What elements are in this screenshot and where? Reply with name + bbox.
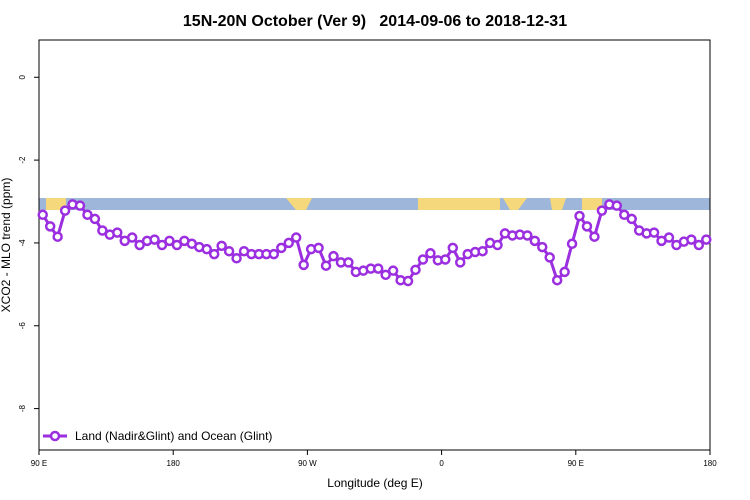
data-point	[216, 240, 227, 252]
data-point	[171, 239, 183, 251]
data-point	[402, 275, 414, 287]
x-tick-label: 90 E	[568, 459, 584, 468]
land-patch	[582, 198, 602, 210]
data-point	[290, 232, 302, 243]
data-point	[492, 239, 503, 251]
data-point	[313, 242, 324, 254]
data-point	[343, 257, 354, 268]
data-point	[82, 209, 93, 221]
data-point	[529, 235, 541, 247]
data-point	[89, 213, 101, 225]
data-point	[126, 232, 138, 243]
data-point	[454, 257, 466, 268]
legend-label: Land (Nadir&Glint) and Ocean (Glint)	[75, 429, 272, 443]
ocean-band	[39, 198, 710, 210]
data-point	[387, 265, 399, 276]
data-point	[112, 227, 123, 238]
y-tick-label: -8	[18, 404, 27, 412]
y-tick-label: -4	[18, 239, 27, 247]
x-tick-label: 90 W	[298, 459, 317, 468]
data-point	[611, 200, 623, 211]
data-point	[663, 232, 675, 243]
data-point	[201, 243, 212, 255]
data-point	[37, 209, 48, 221]
x-tick-label: 0	[439, 459, 444, 468]
data-point	[231, 253, 242, 264]
data-point	[551, 274, 563, 286]
data-point	[566, 238, 578, 250]
y-tick-label: 0	[18, 74, 27, 79]
data-point	[559, 266, 570, 278]
data-point	[537, 241, 548, 253]
chart-title: 15N-20N October (Ver 9) 2014-09-06 to 20…	[183, 13, 567, 30]
data-point	[283, 237, 295, 249]
x-tick-label: 180	[703, 459, 717, 468]
data-point	[701, 234, 712, 245]
data-point	[380, 269, 391, 281]
y-tick-label: -2	[18, 156, 27, 164]
data-point	[276, 242, 287, 254]
data-point	[693, 239, 705, 251]
data-point	[447, 242, 459, 254]
x-axis-label: Longitude (deg E)	[327, 476, 422, 490]
data-point	[97, 225, 108, 236]
land-patch	[418, 198, 500, 210]
data-point	[372, 263, 384, 274]
data-point	[626, 213, 637, 225]
data-point	[440, 254, 451, 265]
data-point	[581, 221, 593, 232]
data-point	[149, 234, 160, 245]
data-point	[320, 260, 332, 271]
data-point	[223, 245, 235, 257]
land-patch	[46, 198, 66, 210]
y-axis-label: XCO2 - MLO trend (ppm)	[0, 178, 13, 313]
data-point	[522, 230, 533, 241]
data-point	[596, 205, 608, 216]
land-patch	[503, 198, 527, 210]
data-point	[208, 248, 220, 260]
data-point	[44, 221, 56, 232]
data-point	[686, 234, 697, 245]
data-point	[648, 227, 660, 238]
data-point	[156, 239, 168, 251]
data-point	[574, 210, 585, 222]
x-tick-label: 180	[167, 459, 181, 468]
data-point	[298, 259, 309, 271]
data-point	[410, 264, 421, 276]
data-point	[544, 252, 555, 263]
data-point	[425, 248, 436, 259]
legend-marker	[49, 430, 61, 442]
data-point	[134, 239, 145, 251]
data-point	[619, 209, 630, 221]
land-patch	[286, 198, 312, 210]
legend: Land (Nadir&Glint) and Ocean (Glint)	[43, 429, 272, 443]
data-point	[59, 205, 71, 216]
data-point	[268, 248, 280, 260]
data-point	[164, 235, 175, 247]
land-patch	[550, 198, 566, 210]
data-point	[417, 254, 429, 265]
data-point	[477, 245, 488, 257]
data-point	[589, 231, 600, 242]
data-point	[74, 200, 86, 211]
data-point	[328, 250, 339, 262]
y-tick-label: -6	[18, 322, 27, 330]
x-tick-label: 90 E	[31, 459, 47, 468]
map-strip	[39, 198, 710, 210]
data-point	[52, 231, 63, 242]
plot-frame	[38, 39, 711, 451]
